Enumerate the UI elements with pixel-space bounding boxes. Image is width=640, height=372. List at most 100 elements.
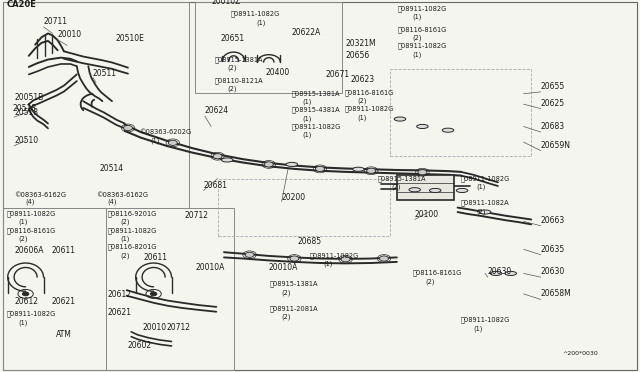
- Ellipse shape: [409, 187, 420, 192]
- Ellipse shape: [505, 272, 516, 275]
- Text: 20606A: 20606A: [14, 246, 44, 255]
- Text: (2): (2): [227, 86, 237, 92]
- Text: (2): (2): [357, 98, 367, 104]
- Ellipse shape: [456, 188, 468, 193]
- Ellipse shape: [286, 162, 298, 166]
- Text: (4): (4): [108, 199, 117, 205]
- Text: 20712: 20712: [166, 323, 191, 332]
- Text: 20711: 20711: [44, 17, 68, 26]
- Text: ⓝ08915-1381A: ⓝ08915-1381A: [215, 57, 264, 63]
- Circle shape: [380, 256, 388, 261]
- Text: 20051B: 20051B: [14, 93, 44, 102]
- Text: Ⓑ08116-9201G: Ⓑ08116-9201G: [108, 210, 157, 217]
- Text: ⓝ08915-1381A: ⓝ08915-1381A: [378, 176, 426, 182]
- Bar: [3, 208, 106, 370]
- Text: (1): (1): [323, 261, 333, 267]
- Text: (1): (1): [256, 20, 266, 26]
- Text: 20624: 20624: [205, 106, 229, 115]
- Bar: [3, 2, 189, 208]
- Text: ⓝ08911-1082G: ⓝ08911-1082G: [6, 310, 56, 317]
- Text: (1): (1): [303, 132, 312, 138]
- Text: 20612: 20612: [14, 297, 38, 306]
- Bar: [390, 69, 531, 156]
- Circle shape: [316, 166, 324, 171]
- Text: 20655: 20655: [541, 82, 565, 91]
- Text: (2): (2): [282, 314, 291, 320]
- Text: ⓝ08911-1082G: ⓝ08911-1082G: [310, 252, 359, 259]
- Text: (2): (2): [413, 35, 422, 41]
- Text: Ⓑ08110-8121A: Ⓑ08110-8121A: [215, 77, 264, 84]
- Text: (2): (2): [227, 65, 237, 71]
- Text: (1): (1): [477, 184, 486, 190]
- Text: ⓝ08911-1082A: ⓝ08911-1082A: [461, 200, 509, 206]
- Text: 20683: 20683: [541, 122, 565, 131]
- Text: 20623: 20623: [351, 75, 375, 84]
- Text: 20602: 20602: [128, 341, 152, 350]
- Text: 20630: 20630: [488, 267, 512, 276]
- Text: ⓝ08911-1082G: ⓝ08911-1082G: [461, 176, 510, 182]
- Text: ⓝ08911-1082G: ⓝ08911-1082G: [461, 316, 510, 323]
- Text: Ⓑ08116-8161G: Ⓑ08116-8161G: [398, 26, 447, 33]
- Text: ⓝ08911-1082G: ⓝ08911-1082G: [398, 5, 447, 12]
- Text: 20010Z: 20010Z: [211, 0, 241, 6]
- Bar: [218, 179, 390, 236]
- Circle shape: [168, 140, 177, 145]
- Text: 20612: 20612: [108, 291, 132, 299]
- Text: ⓝ08911-1082G: ⓝ08911-1082G: [108, 227, 157, 234]
- Text: 20712: 20712: [184, 211, 209, 220]
- Text: (1): (1): [18, 319, 28, 326]
- Text: ⓝ08911-2081A: ⓝ08911-2081A: [270, 305, 319, 312]
- Ellipse shape: [353, 167, 364, 171]
- Text: 20659N: 20659N: [541, 141, 571, 150]
- Text: 20681: 20681: [204, 181, 228, 190]
- Ellipse shape: [479, 210, 491, 214]
- Text: ATM: ATM: [56, 330, 72, 339]
- Ellipse shape: [442, 128, 454, 132]
- Text: ^200*0030: ^200*0030: [562, 352, 598, 356]
- Text: 20010A: 20010A: [269, 263, 298, 272]
- Text: (2): (2): [18, 235, 28, 242]
- Text: 20518: 20518: [14, 108, 38, 117]
- Circle shape: [22, 292, 29, 296]
- Circle shape: [418, 170, 427, 175]
- Text: (2): (2): [120, 252, 130, 259]
- Text: 20200: 20200: [282, 193, 306, 202]
- Text: (1): (1): [413, 14, 422, 20]
- Bar: [106, 208, 234, 370]
- Text: 20010A: 20010A: [195, 263, 225, 272]
- Text: (2): (2): [392, 184, 401, 190]
- Text: 20658M: 20658M: [541, 289, 572, 298]
- Text: ©08363-6162G: ©08363-6162G: [96, 192, 148, 198]
- Text: ⒥08915-1381A: ⒥08915-1381A: [270, 280, 319, 287]
- Text: ⓝ08911-1082G: ⓝ08911-1082G: [398, 42, 447, 49]
- Text: Ⓑ08116-8161G: Ⓑ08116-8161G: [413, 269, 462, 276]
- Text: 20510: 20510: [14, 136, 38, 145]
- Circle shape: [213, 154, 222, 159]
- Text: Ⓑ08116-8161G: Ⓑ08116-8161G: [344, 89, 394, 96]
- Ellipse shape: [490, 272, 502, 275]
- Text: ©08363-6162G: ©08363-6162G: [14, 192, 66, 198]
- Ellipse shape: [417, 124, 428, 128]
- Circle shape: [367, 168, 376, 173]
- Text: (1): (1): [18, 219, 28, 225]
- Text: 20010: 20010: [142, 323, 166, 332]
- Text: 20671: 20671: [325, 70, 349, 79]
- Ellipse shape: [394, 117, 406, 121]
- Text: 20511: 20511: [93, 69, 116, 78]
- Ellipse shape: [221, 158, 233, 162]
- Text: 20651: 20651: [221, 34, 245, 43]
- Text: ⓝ08915-1381A: ⓝ08915-1381A: [292, 90, 340, 97]
- Text: (2): (2): [120, 219, 130, 225]
- Text: 20621: 20621: [108, 308, 132, 317]
- Text: 20663: 20663: [541, 216, 565, 225]
- Text: (1): (1): [474, 326, 483, 332]
- Text: 20656: 20656: [346, 51, 370, 60]
- Text: 20514: 20514: [99, 164, 124, 173]
- Text: 20510E: 20510E: [115, 34, 144, 43]
- Ellipse shape: [429, 188, 441, 193]
- Text: (2): (2): [477, 209, 486, 215]
- Text: ⓝ08911-1082G: ⓝ08911-1082G: [344, 106, 394, 112]
- Text: 20518: 20518: [13, 105, 36, 113]
- Text: CA20E: CA20E: [6, 0, 36, 9]
- Text: Ⓑ08116-8201G: Ⓑ08116-8201G: [108, 243, 157, 250]
